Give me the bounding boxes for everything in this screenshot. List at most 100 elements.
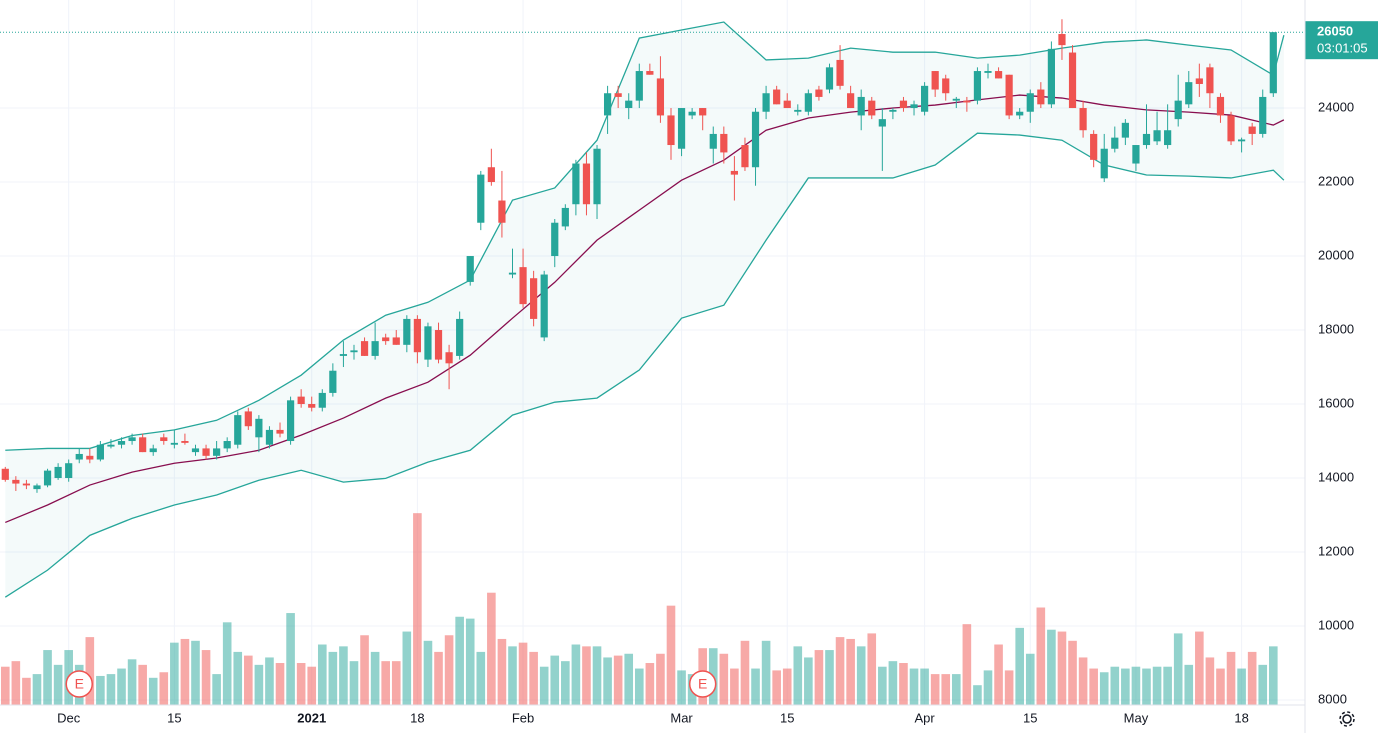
- candle-body: [1026, 93, 1034, 112]
- volume-bar: [180, 638, 190, 705]
- candle-body: [963, 100, 971, 103]
- candle-body: [1016, 111, 1024, 116]
- volume-bar: [413, 513, 422, 705]
- candle-body: [255, 418, 263, 438]
- candle-body: [720, 133, 728, 153]
- volume-bar: [1268, 646, 1278, 705]
- x-tick-label: 18: [1234, 710, 1248, 725]
- candle-body: [973, 71, 982, 101]
- settings-icon[interactable]: [1339, 711, 1355, 727]
- last-price-label: 26050: [1317, 24, 1353, 39]
- earnings-marker: [688, 670, 717, 698]
- candle-body: [1174, 100, 1182, 120]
- candle-body: [1227, 115, 1235, 142]
- volume-bar: [497, 638, 507, 705]
- candle-body: [889, 109, 897, 112]
- volume-bar: [170, 642, 179, 705]
- candle-body: [22, 483, 31, 486]
- last-price-box: [1305, 21, 1378, 60]
- volume-bar: [96, 675, 105, 705]
- volume-bar: [465, 618, 475, 705]
- volume-bar: [22, 677, 31, 705]
- volume-bar: [571, 644, 581, 705]
- volume-bar: [148, 677, 158, 705]
- candle-body: [667, 115, 675, 146]
- candle-body: [139, 437, 147, 453]
- volume-bar: [1089, 668, 1098, 705]
- candle-body: [1100, 148, 1108, 179]
- volume-bar: [434, 651, 443, 705]
- volume-bar: [561, 661, 570, 705]
- volume-bar: [1184, 664, 1194, 705]
- candle-body: [646, 71, 654, 75]
- candle-body: [477, 174, 485, 223]
- candle-body: [1142, 133, 1151, 146]
- candle-body: [1, 468, 9, 480]
- volume-bar: [381, 661, 390, 705]
- candle-body: [128, 437, 136, 442]
- y-tick-label: 8000: [1318, 691, 1347, 706]
- volume-bar: [487, 592, 496, 705]
- volume-bar: [370, 651, 380, 705]
- candle-body: [1079, 108, 1087, 131]
- volume-bar: [85, 637, 95, 705]
- volume-bar: [592, 646, 602, 705]
- volume-bar: [973, 685, 982, 705]
- candle-body: [815, 89, 823, 97]
- candle-body: [1269, 32, 1277, 94]
- volume-bar: [730, 668, 739, 705]
- earnings-label: E: [698, 676, 707, 692]
- candle-body: [392, 337, 400, 345]
- volume-bar: [391, 661, 401, 705]
- candle-body: [1132, 145, 1140, 164]
- y-tick-label: 20000: [1318, 247, 1354, 262]
- candle-body: [1058, 34, 1066, 46]
- volume-bar: [719, 653, 729, 705]
- candle-body: [688, 111, 696, 116]
- volume-bar: [782, 668, 792, 705]
- candle-body: [434, 330, 443, 360]
- candle-body: [899, 100, 908, 109]
- volume-bar: [645, 663, 655, 705]
- volume-bar: [666, 605, 676, 705]
- volume-bar: [32, 674, 42, 705]
- candle-body: [625, 100, 633, 109]
- candle-body: [572, 163, 580, 205]
- volume-bar: [1226, 651, 1236, 705]
- y-tick-label: 24000: [1318, 99, 1354, 114]
- y-tick-label: 16000: [1318, 395, 1354, 410]
- candle-body: [1005, 74, 1013, 116]
- volume-bar: [1110, 666, 1120, 705]
- candle-body: [783, 100, 791, 109]
- candle-body: [445, 352, 453, 364]
- candle-body: [96, 444, 104, 460]
- candle-body: [741, 145, 749, 168]
- candle-body: [773, 89, 781, 105]
- candle-body: [857, 96, 865, 116]
- volume-bar: [1237, 668, 1246, 705]
- volume-bar: [508, 646, 517, 705]
- candle-body: [593, 148, 601, 205]
- volume-bar: [962, 624, 972, 705]
- volume-bar: [244, 655, 253, 705]
- candle-body: [614, 93, 622, 97]
- candle-body: [582, 163, 591, 205]
- volume-bar: [201, 650, 211, 705]
- volume-bar: [518, 642, 528, 705]
- volume-bar: [43, 650, 52, 705]
- band-middle: [5, 94, 1285, 524]
- candle-body: [1111, 137, 1119, 149]
- volume-bar: [1047, 629, 1056, 705]
- volume-bar: [423, 640, 433, 705]
- candle-body: [751, 111, 760, 168]
- candle-body: [117, 441, 126, 445]
- candle-body: [308, 404, 316, 408]
- candle-body: [994, 71, 1003, 79]
- volume-bar: [159, 672, 169, 705]
- candle-body: [1164, 130, 1172, 146]
- candle-body: [413, 318, 421, 353]
- x-tick-label: Apr: [914, 710, 935, 725]
- volume-bar: [529, 651, 538, 705]
- y-tick-label: 18000: [1318, 321, 1354, 336]
- volume-bar: [804, 657, 813, 705]
